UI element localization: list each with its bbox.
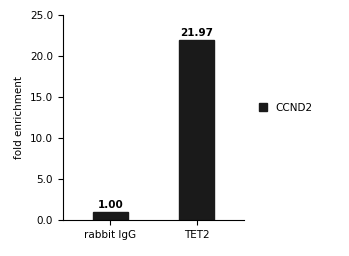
Legend: CCND2: CCND2 xyxy=(259,102,312,113)
Y-axis label: fold enrichment: fold enrichment xyxy=(14,76,24,159)
Bar xyxy=(179,40,214,220)
Bar xyxy=(93,212,128,220)
Text: 1.00: 1.00 xyxy=(97,199,123,209)
Text: 21.97: 21.97 xyxy=(180,28,213,38)
